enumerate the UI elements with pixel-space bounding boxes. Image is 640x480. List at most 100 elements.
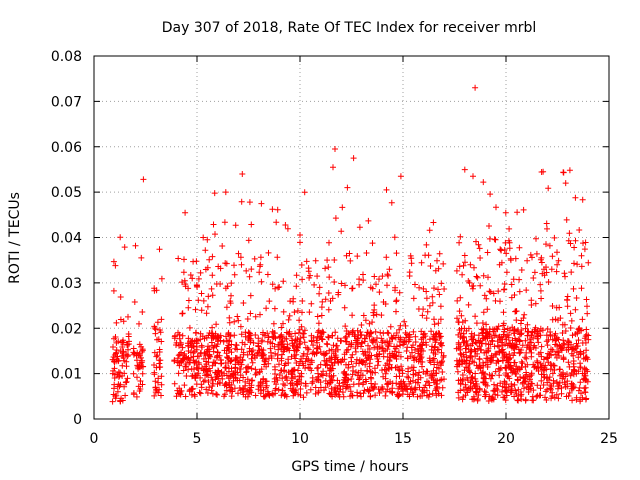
data-point: [367, 374, 374, 381]
data-point: [538, 353, 545, 360]
data-point: [209, 253, 216, 260]
data-point: [414, 393, 421, 400]
data-point: [422, 252, 429, 259]
data-point: [332, 329, 339, 336]
data-point: [239, 171, 246, 177]
data-point: [501, 378, 508, 385]
data-point: [380, 348, 387, 355]
data-point: [274, 206, 281, 213]
data-point: [341, 368, 348, 375]
data-point: [334, 356, 341, 363]
data-point: [498, 259, 505, 266]
data-point: [487, 375, 494, 382]
data-point: [575, 387, 582, 394]
data-point: [456, 308, 463, 315]
data-point: [552, 337, 559, 344]
data-point: [269, 340, 276, 347]
data-point: [238, 198, 245, 205]
data-point: [360, 358, 367, 365]
data-point: [135, 383, 142, 390]
data-point: [314, 376, 321, 383]
data-point: [271, 378, 278, 385]
data-point: [485, 345, 492, 352]
data-point: [246, 330, 253, 337]
data-point: [195, 365, 202, 372]
data-point: [322, 377, 329, 384]
data-point: [280, 320, 286, 327]
data-point: [432, 343, 439, 350]
data-point: [202, 266, 209, 273]
data-point: [570, 352, 577, 359]
data-point: [542, 394, 548, 401]
data-point: [561, 379, 568, 386]
data-point: [374, 343, 381, 350]
data-point: [112, 350, 119, 357]
data-point: [336, 393, 343, 400]
data-point: [278, 392, 285, 399]
data-point: [156, 386, 163, 393]
data-point: [338, 337, 345, 344]
data-point: [261, 393, 268, 400]
data-point: [221, 382, 228, 389]
data-point: [347, 257, 354, 264]
data-point: [350, 327, 356, 334]
data-point: [524, 342, 531, 348]
data-point: [405, 338, 412, 345]
data-point: [369, 369, 376, 376]
data-point: [115, 369, 122, 376]
data-point: [179, 332, 186, 339]
data-point: [528, 370, 535, 377]
data-point: [487, 289, 494, 295]
data-point: [227, 358, 234, 365]
data-point: [522, 397, 529, 404]
data-point: [125, 313, 131, 320]
data-point: [308, 357, 315, 364]
data-point: [388, 199, 395, 206]
data-point: [204, 236, 211, 243]
data-point: [206, 256, 213, 263]
data-point: [223, 304, 230, 311]
data-point: [573, 343, 580, 350]
data-point: [393, 380, 400, 387]
data-point: [264, 338, 271, 345]
data-point: [124, 341, 131, 348]
data-point: [339, 383, 346, 390]
data-point: [384, 346, 391, 353]
data-point: [455, 319, 462, 325]
data-point: [475, 241, 482, 248]
data-point: [173, 339, 180, 346]
data-point: [548, 266, 555, 273]
data-point: [137, 362, 144, 369]
data-point: [429, 299, 436, 306]
data-point: [551, 362, 558, 369]
data-point: [467, 342, 474, 349]
data-point: [319, 336, 326, 343]
data-point: [344, 376, 351, 383]
data-point: [323, 357, 330, 364]
data-point: [391, 234, 398, 241]
data-point: [429, 293, 436, 300]
data-point: [394, 391, 401, 398]
data-point: [265, 360, 272, 367]
data-point: [125, 333, 132, 340]
data-point: [314, 339, 321, 346]
data-point: [527, 251, 534, 258]
data-point: [462, 345, 469, 352]
data-point: [347, 388, 354, 395]
data-point: [257, 368, 263, 375]
data-point: [244, 351, 251, 358]
data-point: [428, 328, 435, 335]
data-point: [208, 285, 215, 292]
data-point: [155, 379, 161, 386]
data-point: [279, 387, 286, 394]
data-point: [528, 297, 535, 304]
data-point: [293, 283, 300, 290]
data-point: [131, 299, 138, 305]
data-point: [438, 280, 445, 287]
data-point: [235, 390, 241, 397]
data-point: [580, 240, 586, 247]
data-point: [338, 280, 345, 287]
data-point: [174, 387, 181, 394]
data-point: [269, 281, 276, 288]
